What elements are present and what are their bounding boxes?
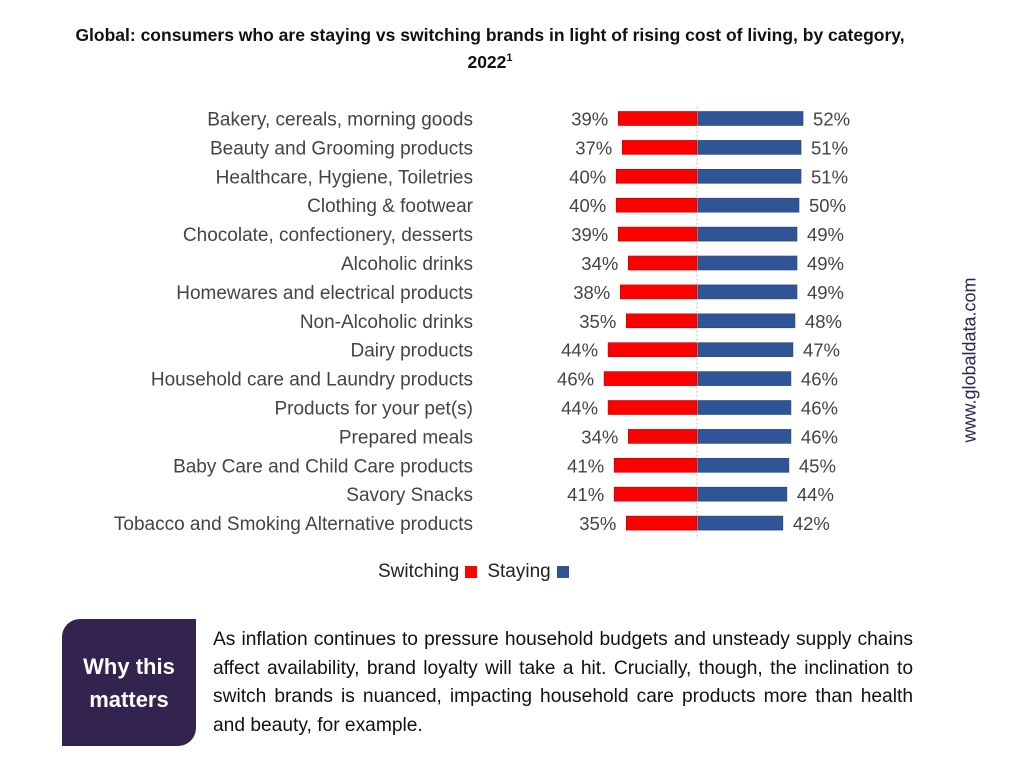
category-label: Products for your pet(s) bbox=[274, 399, 473, 420]
bar-switching bbox=[628, 429, 698, 444]
bar-staying bbox=[697, 371, 792, 386]
bar-switching bbox=[619, 284, 698, 300]
chart-title: Global: consumers who are staying vs swi… bbox=[60, 22, 920, 76]
bar-staying bbox=[697, 284, 798, 300]
value-label-staying: 46% bbox=[801, 426, 838, 447]
bar-staying bbox=[697, 197, 800, 213]
bar-staying bbox=[697, 140, 802, 155]
value-label-switching: 34% bbox=[581, 253, 618, 274]
category-label: Bakery, cereals, morning goods bbox=[207, 110, 473, 131]
category-label: Beauty and Grooming products bbox=[210, 138, 473, 159]
why-this-matters-text: As inflation continues to pressure house… bbox=[213, 629, 913, 736]
bar-switching bbox=[615, 169, 698, 184]
legend-label-switching: Switching bbox=[378, 561, 460, 582]
legend-swatch-staying bbox=[556, 566, 569, 578]
chart-legend: Switching Staying bbox=[378, 561, 573, 583]
value-label-switching: 40% bbox=[569, 166, 606, 187]
title-footnote-marker: 1 bbox=[506, 52, 513, 65]
value-label-staying: 45% bbox=[799, 455, 836, 476]
bar-switching bbox=[613, 486, 698, 502]
value-label-switching: 34% bbox=[581, 426, 618, 447]
why-heading-line1: Why this bbox=[83, 653, 175, 679]
legend-swatch-switching bbox=[465, 566, 478, 578]
value-label-switching: 41% bbox=[567, 484, 604, 505]
bar-staying bbox=[697, 313, 796, 329]
why-this-matters-box: Why this matters bbox=[62, 619, 196, 746]
value-label-switching: 44% bbox=[561, 340, 598, 361]
bar-staying bbox=[697, 342, 794, 358]
bar-switching bbox=[625, 515, 698, 531]
bar-switching bbox=[607, 342, 698, 358]
bar-switching bbox=[621, 140, 698, 155]
category-label: Homewares and electrical products bbox=[176, 283, 473, 304]
category-label: Clothing & footwear bbox=[307, 196, 473, 217]
value-label-staying: 47% bbox=[803, 340, 840, 361]
bar-staying bbox=[697, 226, 798, 242]
category-label: Prepared meals bbox=[339, 427, 473, 448]
value-label-switching: 39% bbox=[571, 109, 608, 130]
globaldata-url: www.globaldata.com bbox=[959, 277, 980, 443]
why-heading-line2: matters bbox=[89, 686, 169, 712]
value-label-staying: 44% bbox=[797, 484, 834, 505]
bar-staying bbox=[697, 515, 784, 531]
value-label-switching: 35% bbox=[579, 311, 616, 332]
bar-switching bbox=[607, 400, 698, 415]
bar-staying bbox=[697, 457, 790, 473]
category-label: Household care and Laundry products bbox=[151, 370, 473, 391]
value-label-staying: 46% bbox=[801, 398, 838, 419]
category-label: Healthcare, Hygiene, Toiletries bbox=[216, 167, 473, 188]
bar-switching bbox=[603, 371, 698, 386]
value-label-staying: 49% bbox=[807, 282, 844, 303]
category-label: Dairy products bbox=[351, 341, 474, 362]
value-label-switching: 44% bbox=[561, 398, 598, 419]
value-label-switching: 38% bbox=[573, 282, 610, 303]
category-label: Alcoholic drinks bbox=[341, 254, 473, 275]
bar-staying bbox=[697, 486, 788, 502]
bar-staying bbox=[697, 429, 792, 444]
value-label-staying: 49% bbox=[807, 224, 844, 245]
bar-switching bbox=[628, 255, 698, 271]
value-label-staying: 51% bbox=[811, 137, 848, 158]
category-label: Tobacco and Smoking Alternative products bbox=[114, 514, 473, 535]
category-label: Chocolate, confectionery, desserts bbox=[183, 225, 473, 246]
bar-staying bbox=[697, 255, 798, 271]
bar-staying bbox=[697, 400, 792, 415]
bar-staying bbox=[697, 111, 804, 126]
value-label-switching: 40% bbox=[569, 195, 606, 216]
bar-switching bbox=[617, 226, 698, 242]
diverging-bar-chart: Bakery, cereals, morning goods 39% 52% Beau… bbox=[114, 106, 850, 540]
value-label-staying: 48% bbox=[805, 311, 842, 332]
value-label-staying: 52% bbox=[813, 109, 850, 130]
bar-staying bbox=[697, 169, 802, 184]
category-label: Non-Alcoholic drinks bbox=[300, 312, 473, 333]
category-label: Savory Snacks bbox=[346, 485, 473, 506]
value-label-staying: 51% bbox=[811, 166, 848, 187]
value-label-staying: 46% bbox=[801, 369, 838, 390]
value-label-staying: 49% bbox=[807, 253, 844, 274]
value-label-switching: 35% bbox=[579, 513, 616, 534]
value-label-switching: 41% bbox=[567, 455, 604, 476]
legend-label-staying: Staying bbox=[487, 561, 551, 582]
category-label: Baby Care and Child Care products bbox=[173, 456, 473, 477]
bar-switching bbox=[617, 111, 698, 126]
value-label-staying: 50% bbox=[809, 195, 846, 216]
bar-switching bbox=[613, 457, 698, 473]
value-label-switching: 37% bbox=[575, 137, 612, 158]
value-label-staying: 42% bbox=[793, 513, 830, 534]
chart-title-text: Global: consumers who are staying vs swi… bbox=[75, 25, 905, 72]
bar-switching bbox=[615, 197, 698, 213]
value-label-switching: 46% bbox=[557, 369, 594, 390]
bar-switching bbox=[625, 313, 698, 329]
value-label-switching: 39% bbox=[571, 224, 608, 245]
